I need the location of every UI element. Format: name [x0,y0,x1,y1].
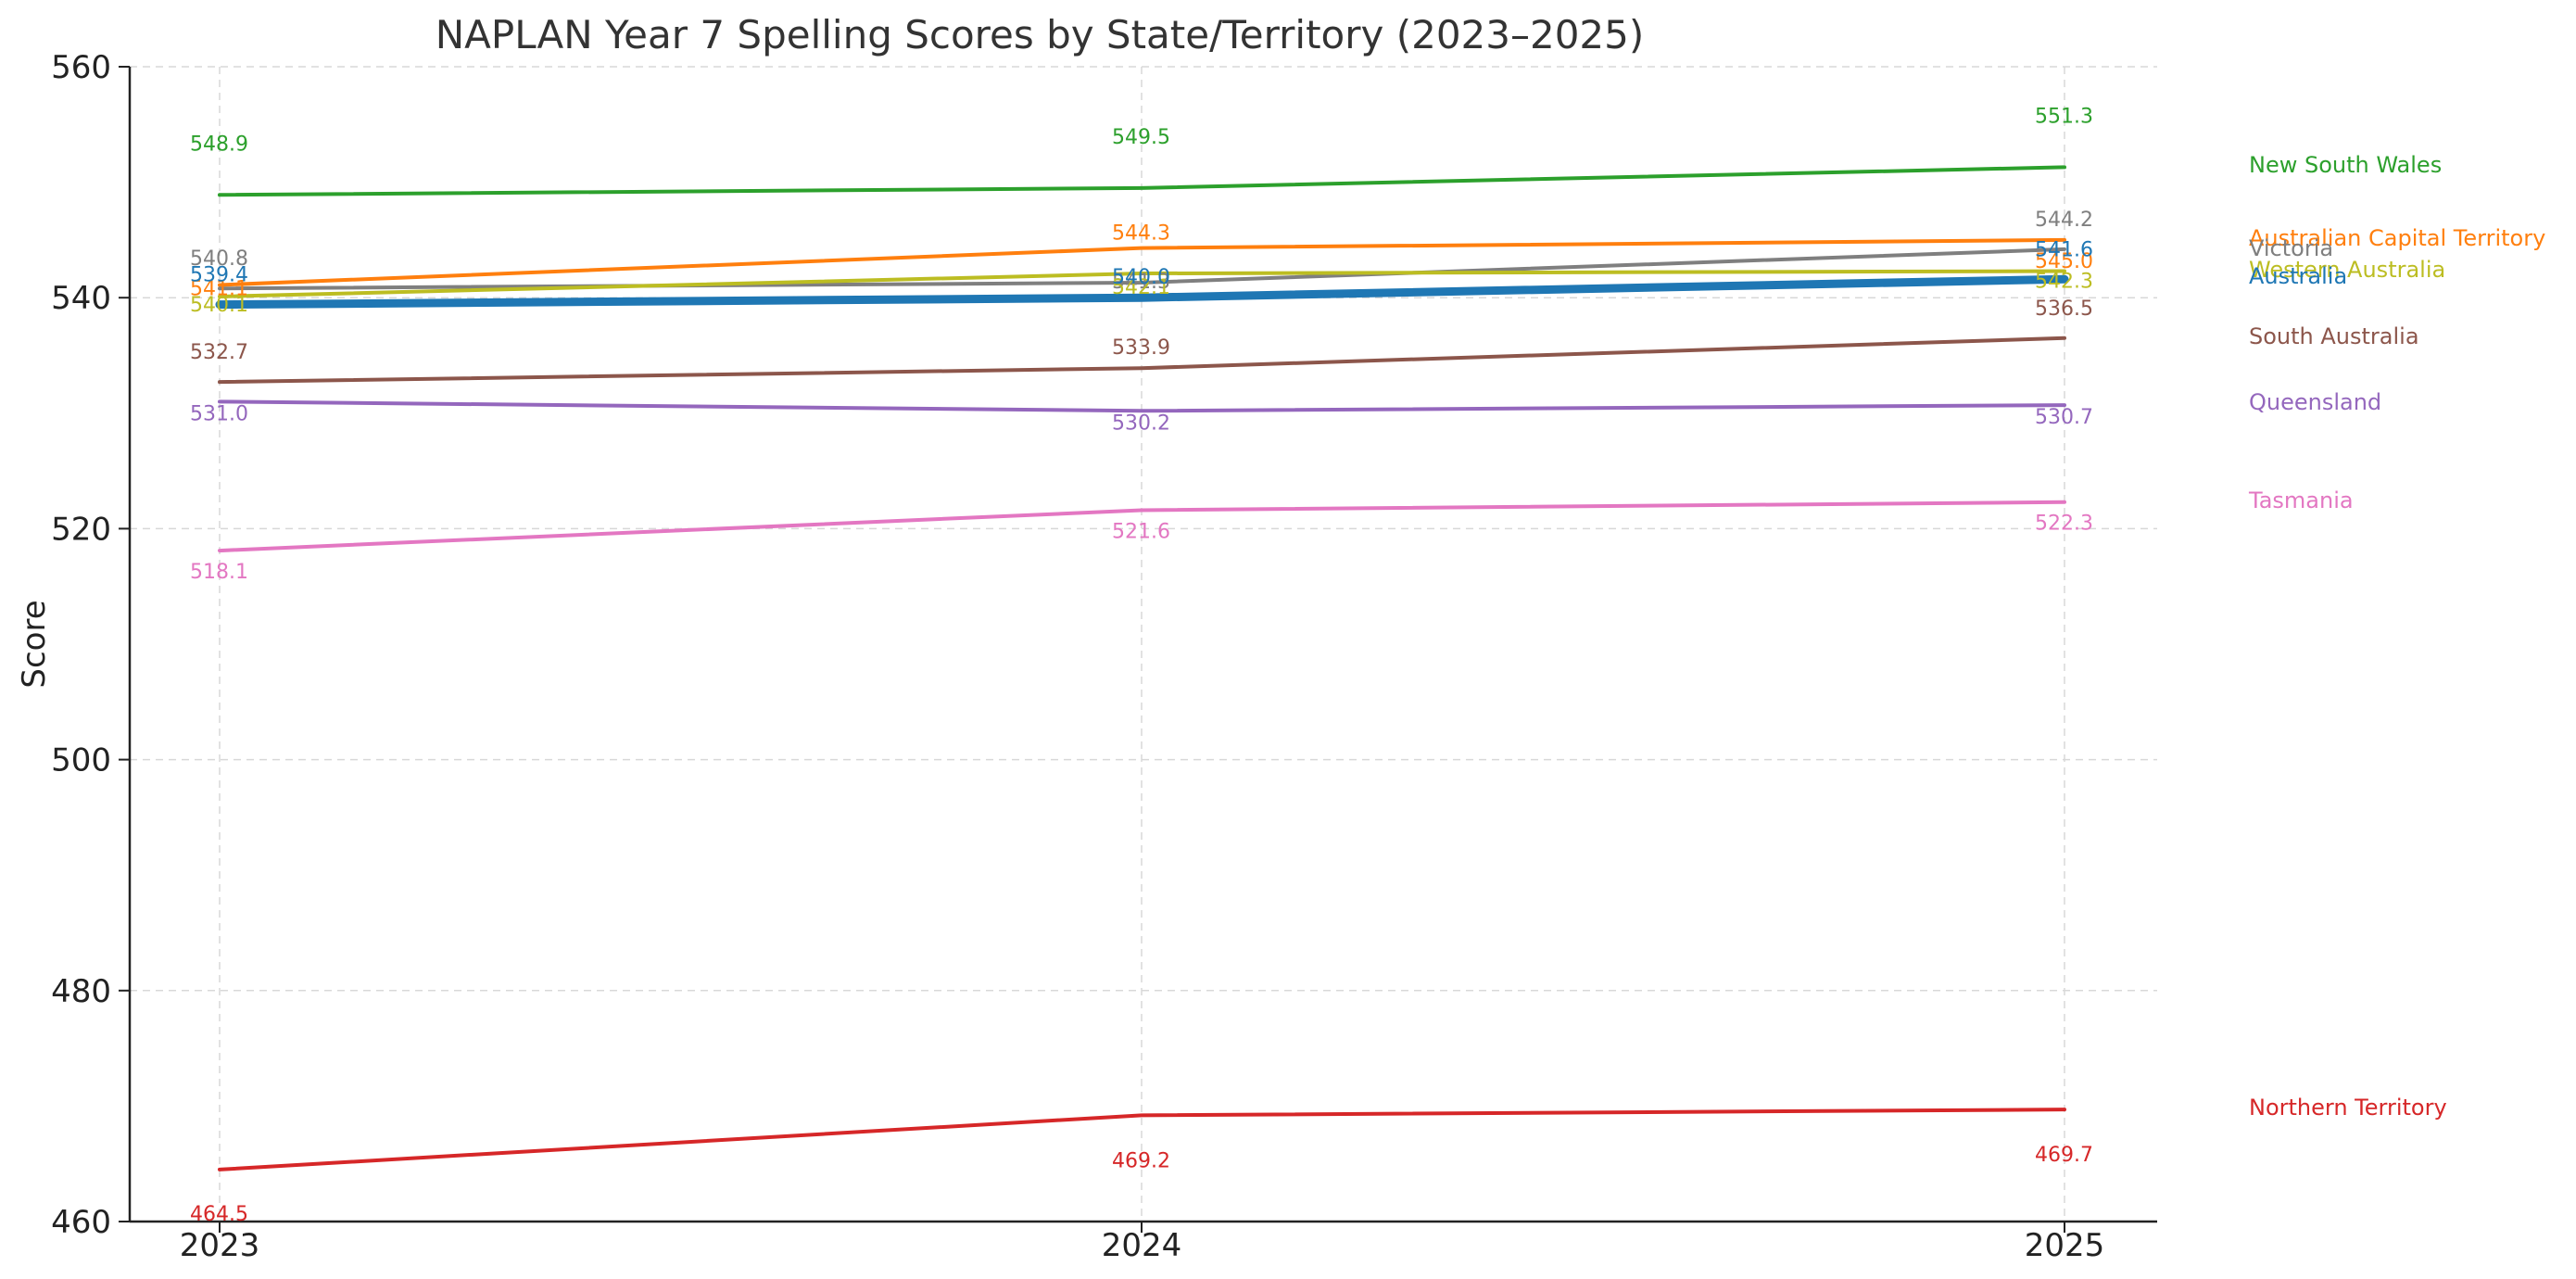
data-label: 540.1 [190,294,248,317]
series-line-tasmania [218,500,2066,553]
x-tick-label: 2025 [2025,1227,2105,1264]
chart-title: NAPLAN Year 7 Spelling Scores by State/T… [436,12,1645,57]
series-line-new-south-wales [218,165,2066,197]
y-axis-label: Score [16,600,53,688]
y-tick-label: 540 [51,280,111,317]
axis-layer [128,67,2157,1223]
y-tick-label: 520 [51,511,111,548]
x-tick-label: 2023 [180,1227,260,1264]
data-label: 530.2 [1112,412,1170,435]
series-name-label: South Australia [2249,323,2419,349]
data-label: 533.9 [1112,336,1170,360]
data-label: 542.1 [1112,276,1170,299]
data-label: 542.3 [2035,271,2093,294]
series-name-label: Victoria [2249,235,2333,261]
data-label: 545.0 [2035,250,2093,273]
series-name-label: Australia [2249,263,2347,289]
series-name-label: Australian Capital Territory [2249,225,2545,251]
series-line-northern-territory [218,1108,2066,1171]
series-line-victoria [218,247,2066,291]
data-label: 536.5 [2035,298,2093,321]
y-tick-label: 480 [51,973,111,1010]
series-name-label: Tasmania [2248,488,2354,513]
data-label: 469.2 [1112,1149,1170,1172]
data-label: 464.5 [190,1203,248,1226]
series-layer [215,165,2069,1171]
data-label: 522.3 [2035,513,2093,536]
data-label: 540.8 [190,247,248,271]
data-label: 549.5 [1112,126,1170,149]
y-tick-label: 460 [51,1204,111,1241]
series-name-label: Queensland [2249,389,2381,415]
series-line-australian-capital-territory [218,237,2066,287]
data-label: 521.6 [1112,520,1170,543]
data-label: 551.3 [2035,105,2093,128]
y-tick-label: 560 [51,49,111,86]
data-label: 539.4 [190,264,248,287]
series-line-south-australia [218,336,2066,385]
label-layer: 548.9 549.5 551.3 New South Wales 541.1 544.3… [190,105,2545,1226]
data-label: 518.1 [190,561,248,584]
series-line-western-australia [218,269,2066,298]
data-label: 532.7 [190,341,248,364]
series-name-label: Northern Territory [2249,1095,2447,1121]
data-label: 541.1 [190,277,248,300]
y-tick-label: 500 [51,742,111,779]
data-label: 544.3 [1112,222,1170,246]
data-label: 531.0 [190,402,248,425]
data-label: 541.3 [1112,271,1170,294]
data-label: 530.7 [2035,406,2093,429]
series-line-queensland [218,399,2066,413]
data-label: 541.6 [2035,238,2093,261]
data-label: 469.7 [2035,1144,2093,1167]
series-name-label: New South Wales [2249,152,2442,178]
series-name-label: Western Australia [2249,257,2445,283]
x-tick-label: 2024 [1102,1227,1182,1264]
data-label: 540.0 [1112,266,1170,289]
tick-layer: 460 480 500 520 540 560 2023 2024 2025 [51,49,2104,1264]
data-label: 544.2 [2035,209,2093,232]
series-line-australia [215,274,2069,310]
data-label: 548.9 [190,133,248,156]
